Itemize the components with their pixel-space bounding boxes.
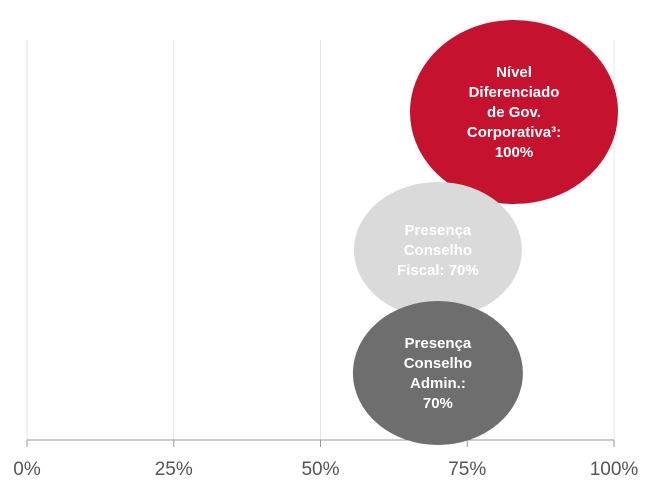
bubble-label: Corporativa³: bbox=[467, 124, 561, 141]
bubble-shape bbox=[410, 20, 618, 204]
bubble-label: Nível bbox=[496, 64, 532, 81]
bubble-label: Conselho bbox=[404, 355, 472, 372]
bubble-shape bbox=[353, 182, 522, 318]
x-tick-label: 25% bbox=[155, 459, 193, 480]
bubble-label: Fiscal: 70% bbox=[397, 262, 479, 279]
x-tick-label: 100% bbox=[590, 459, 639, 480]
x-tick-label: 0% bbox=[13, 459, 41, 480]
bubble-label: Presença bbox=[405, 335, 472, 352]
bubble-label: 70% bbox=[423, 395, 453, 412]
x-tick-label: 75% bbox=[448, 459, 486, 480]
bubble-shape bbox=[352, 301, 523, 445]
bubble-1: Nível Diferenciado de Gov. Corporativa³: 100… bbox=[410, 20, 618, 204]
x-tick-label: 50% bbox=[301, 459, 339, 480]
x-axis: 0% 25% 50% 75% 100% bbox=[13, 439, 639, 480]
bubble-label: Presença bbox=[405, 222, 472, 239]
bubble-label: 100% bbox=[495, 144, 533, 161]
bubble-2: Presença Conselho Fiscal: 70% bbox=[353, 182, 522, 318]
bubbles: Nível Diferenciado de Gov. Corporativa³: 100… bbox=[352, 20, 618, 445]
bubble-label: Diferenciado bbox=[469, 84, 560, 101]
bubble-3: Presença Conselho Admin.: 70% bbox=[352, 301, 523, 445]
bubble-label: Conselho bbox=[404, 242, 472, 259]
bubble-label: de Gov. bbox=[487, 104, 541, 121]
bubble-label: Admin.: bbox=[410, 375, 466, 392]
